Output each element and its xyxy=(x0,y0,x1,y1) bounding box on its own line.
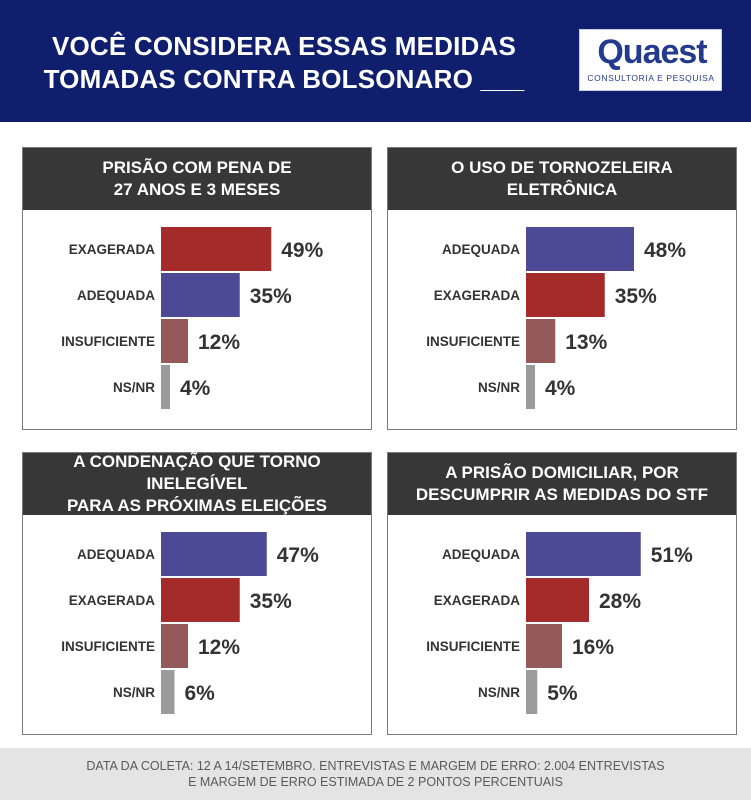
chart-title-line-1: O USO DE TORNOZELEIRA xyxy=(451,158,673,177)
value-label: 48% xyxy=(644,239,686,262)
category-label: INSUFICIENTE xyxy=(426,639,520,654)
value-label: 49% xyxy=(281,239,323,262)
value-label: 16% xyxy=(572,636,614,659)
footer-note: DATA DA COLETA: 12 A 14/SETEMBRO. ENTREV… xyxy=(0,748,751,800)
category-label: INSUFICIENTE xyxy=(61,334,155,349)
bar xyxy=(161,365,170,409)
bar xyxy=(526,273,605,317)
bar xyxy=(526,227,634,271)
category-label: ADEQUADA xyxy=(442,242,520,257)
bar xyxy=(161,319,188,363)
page-title: VOCÊ CONSIDERA ESSAS MEDIDAS TOMADAS CON… xyxy=(24,30,544,96)
bar-chart-4: ADEQUADA 51% EXAGERADA 28% INSUFICIENTE 16% NS… xyxy=(426,532,693,714)
chart-title-line-2: ELETRÔNICA xyxy=(506,180,618,199)
category-label: INSUFICIENTE xyxy=(426,334,520,349)
category-label: ADEQUADA xyxy=(77,547,155,562)
chart-panel-4: A PRISÃO DOMICILIAR, POR DESCUMPRIR AS M… xyxy=(387,452,737,735)
bar xyxy=(526,319,556,363)
chart-panel-2: O USO DE TORNOZELEIRA ELETRÔNICA ADEQUAD… xyxy=(387,147,737,430)
category-label: ADEQUADA xyxy=(77,288,155,303)
bar xyxy=(161,624,188,668)
chart-panel-title: O USO DE TORNOZELEIRA ELETRÔNICA xyxy=(388,148,736,210)
bar-chart-2: ADEQUADA 48% EXAGERADA 35% INSUFICIENTE 13% NS… xyxy=(426,227,686,409)
value-label: 4% xyxy=(545,377,576,400)
chart-panel-1: PRISÃO COM PENA DE 27 ANOS E 3 MESES EXA… xyxy=(22,147,372,430)
value-label: 6% xyxy=(185,682,216,705)
title-line-1: VOCÊ CONSIDERA ESSAS MEDIDAS xyxy=(51,31,517,61)
chart-title-line-2: PARA AS PRÓXIMAS ELEIÇÕES xyxy=(66,496,328,515)
chart-panel-3: A CONDENAÇÃO QUE TORNO INELEGÍVEL PARA A… xyxy=(22,452,372,735)
chart-panel-title: A PRISÃO DOMICILIAR, POR DESCUMPRIR AS M… xyxy=(388,453,736,515)
chart-panel-title: A CONDENAÇÃO QUE TORNO INELEGÍVEL PARA A… xyxy=(23,452,371,515)
chart-panel-title: PRISÃO COM PENA DE 27 ANOS E 3 MESES xyxy=(23,148,371,210)
bar-chart-3: ADEQUADA 47% EXAGERADA 35% INSUFICIENTE 12% NS… xyxy=(61,532,319,714)
value-label: 28% xyxy=(599,590,641,613)
bar xyxy=(526,578,589,622)
chart-title-line-1: A CONDENAÇÃO QUE TORNO INELEGÍVEL xyxy=(73,452,321,493)
category-label: ADEQUADA xyxy=(442,547,520,562)
footer-line-1: DATA DA COLETA: 12 A 14/SETEMBRO. ENTREV… xyxy=(86,759,665,773)
logo-wordmark: Quaest xyxy=(597,33,707,71)
category-label: NS/NR xyxy=(478,380,520,395)
category-label: EXAGERADA xyxy=(69,242,156,257)
value-label: 35% xyxy=(250,285,292,308)
value-label: 35% xyxy=(615,285,657,308)
bar xyxy=(526,624,562,668)
chart-title-line-1: PRISÃO COM PENA DE xyxy=(102,158,292,177)
value-label: 5% xyxy=(547,682,578,705)
category-label: EXAGERADA xyxy=(434,288,521,303)
value-label: 13% xyxy=(565,331,607,354)
value-label: 12% xyxy=(198,636,240,659)
category-label: NS/NR xyxy=(113,380,155,395)
category-label: EXAGERADA xyxy=(69,593,156,608)
category-label: NS/NR xyxy=(478,685,520,700)
bar xyxy=(526,365,535,409)
header-banner: VOCÊ CONSIDERA ESSAS MEDIDAS TOMADAS CON… xyxy=(0,0,751,122)
category-label: INSUFICIENTE xyxy=(61,639,155,654)
bar xyxy=(526,532,641,576)
bar-chart-1: EXAGERADA 49% ADEQUADA 35% INSUFICIENTE 12% NS… xyxy=(61,227,324,409)
value-label: 51% xyxy=(651,544,693,567)
title-line-2: TOMADAS CONTRA BOLSONARO ___ xyxy=(43,64,525,94)
logo-tagline: CONSULTORIA E PESQUISA xyxy=(587,73,715,83)
bar xyxy=(161,532,267,576)
value-label: 4% xyxy=(180,377,211,400)
value-label: 47% xyxy=(277,544,319,567)
bar xyxy=(161,227,272,271)
bar xyxy=(161,273,240,317)
value-label: 12% xyxy=(198,331,240,354)
chart-title-line-1: A PRISÃO DOMICILIAR, POR xyxy=(445,463,679,482)
value-label: 35% xyxy=(250,590,292,613)
chart-title-line-2: 27 ANOS E 3 MESES xyxy=(113,180,281,199)
footer-line-2: E MARGEM DE ERRO ESTIMADA DE 2 PONTOS PE… xyxy=(188,775,563,789)
category-label: NS/NR xyxy=(113,685,155,700)
bar xyxy=(526,670,538,714)
bar xyxy=(161,578,240,622)
chart-title-line-2: DESCUMPRIR AS MEDIDAS DO STF xyxy=(415,485,709,504)
quaest-logo: Quaest CONSULTORIA E PESQUISA xyxy=(579,29,722,91)
bar xyxy=(161,670,175,714)
category-label: EXAGERADA xyxy=(434,593,521,608)
